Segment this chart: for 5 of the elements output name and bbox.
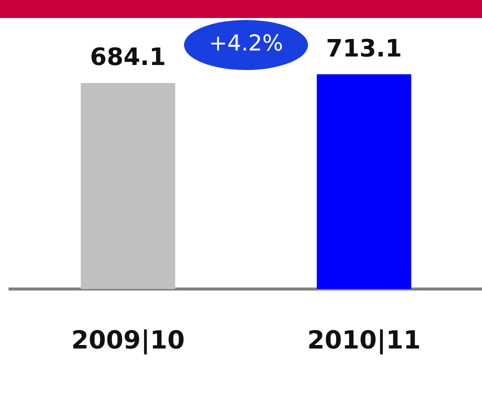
data-label: 713.1 — [326, 34, 402, 63]
text: +4.2% — [208, 32, 284, 57]
x-tick-label: 2010|11 — [307, 326, 421, 354]
data-label: 684.1 — [90, 43, 166, 72]
x-tick-label: 2009|10 — [71, 326, 185, 354]
